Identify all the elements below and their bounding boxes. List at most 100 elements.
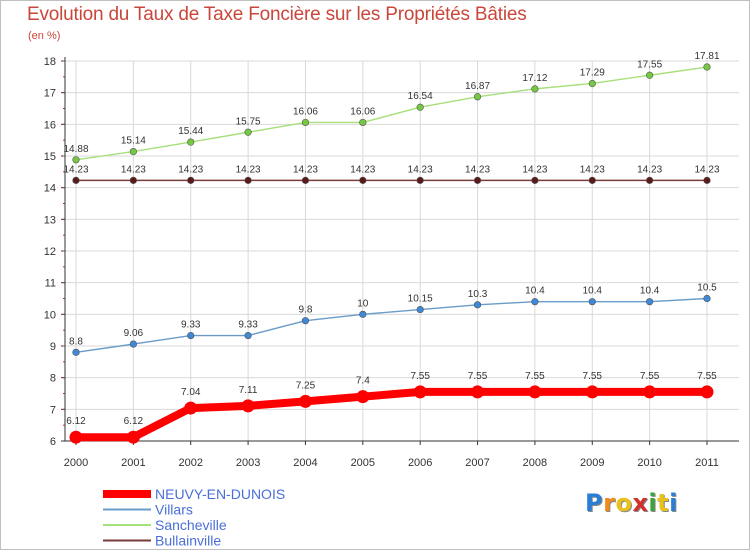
logo-letter: o <box>615 489 633 517</box>
data-point-villars <box>359 310 367 318</box>
data-point-sancheville <box>531 85 539 93</box>
logo-letter: i <box>648 489 658 517</box>
data-label-bullainville: 14.23 <box>637 164 662 175</box>
data-label-sancheville: 15.75 <box>236 116 261 127</box>
data-label-sancheville: 14.88 <box>63 144 88 155</box>
data-label-bullainville: 14.23 <box>408 164 433 175</box>
data-point-neuvy-en-dunois <box>298 394 312 408</box>
logo-letter: t <box>657 489 670 517</box>
data-point-neuvy-en-dunois <box>471 385 485 399</box>
data-point-villars <box>129 340 137 348</box>
data-label-layer: 6.12 6.12 7.04 7.11 7.25 7.4 7.55 7.55 7.55 7.55 7… <box>63 51 719 427</box>
y-tick-label: 9 <box>50 341 56 353</box>
data-label-bullainville: 14.23 <box>694 164 719 175</box>
data-point-sancheville <box>72 156 80 164</box>
series-line-neuvy-en-dunois <box>72 387 711 442</box>
series-layer <box>69 63 714 444</box>
data-point-bullainville <box>301 176 310 184</box>
data-point-bullainville <box>416 176 424 184</box>
data-point-villars <box>244 331 252 340</box>
data-label-villars: 10.4 <box>583 286 603 297</box>
data-label-bullainville: 14.23 <box>63 164 88 175</box>
x-tick-label: 2005 <box>351 457 375 469</box>
y-tick-label: 15 <box>44 151 56 163</box>
data-label-sancheville: 16.06 <box>350 106 375 117</box>
data-label-villars: 10.15 <box>408 294 433 305</box>
data-label-neuvy-en-dunois: 7.25 <box>296 380 316 391</box>
data-point-sancheville <box>301 118 310 127</box>
y-tick-label: 10 <box>44 309 56 321</box>
data-label-sancheville: 17.12 <box>522 73 547 84</box>
logo-letter: i <box>669 489 678 517</box>
data-label-villars: 10 <box>357 298 369 309</box>
data-point-neuvy-en-dunois <box>184 401 198 415</box>
data-label-neuvy-en-dunois: 7.55 <box>468 371 488 382</box>
data-point-villars <box>531 298 539 306</box>
y-tick-label: 12 <box>44 246 56 258</box>
logo-letter: r <box>603 489 616 517</box>
data-point-bullainville <box>473 176 482 184</box>
data-point-bullainville <box>531 176 539 184</box>
data-point-bullainville <box>703 176 711 184</box>
data-point-sancheville <box>703 63 711 71</box>
data-label-bullainville: 14.23 <box>522 164 547 175</box>
legend-label-sancheville: Sancheville <box>155 517 227 533</box>
data-label-villars: 10.4 <box>525 286 545 297</box>
data-point-neuvy-en-dunois <box>643 385 657 399</box>
data-label-neuvy-en-dunois: 7.04 <box>181 387 201 398</box>
data-label-bullainville: 14.23 <box>580 164 605 175</box>
data-label-neuvy-en-dunois: 7.11 <box>239 385 258 396</box>
chart-title: Evolution du Taux de Taxe Foncière sur l… <box>27 4 527 25</box>
data-label-bullainville: 14.23 <box>465 164 490 175</box>
data-label-sancheville: 15.14 <box>121 136 146 147</box>
data-point-sancheville <box>473 93 482 101</box>
series-line-sancheville <box>75 66 708 161</box>
data-label-sancheville: 16.54 <box>408 91 433 102</box>
logo-letter: P <box>585 489 604 517</box>
data-label-neuvy-en-dunois: 7.55 <box>410 371 430 382</box>
data-label-neuvy-en-dunois: 7.55 <box>583 371 603 382</box>
data-label-villars: 9.06 <box>124 328 144 339</box>
y-tick-label: 13 <box>44 214 56 226</box>
data-point-sancheville <box>129 147 137 156</box>
y-tick-label: 6 <box>50 436 56 448</box>
data-label-sancheville: 16.06 <box>293 106 318 117</box>
data-label-neuvy-en-dunois: 7.55 <box>525 371 545 382</box>
x-tick-label: 2006 <box>408 457 432 469</box>
x-tick-label: 2007 <box>465 457 489 469</box>
data-point-neuvy-en-dunois <box>413 385 427 399</box>
data-point-sancheville <box>244 128 252 136</box>
data-point-villars <box>703 294 711 303</box>
legend: NEUVY-EN-DUNOISVillarsSanchevilleBullain… <box>103 486 285 549</box>
data-point-bullainville <box>646 176 654 184</box>
x-tick-label: 2004 <box>293 457 317 469</box>
data-point-sancheville <box>588 79 596 88</box>
data-label-villars: 8.8 <box>69 336 83 347</box>
data-label-sancheville: 17.29 <box>580 67 605 78</box>
y-tick-label: 18 <box>44 56 56 68</box>
data-label-bullainville: 14.23 <box>350 164 375 175</box>
x-tick-label: 2002 <box>178 457 202 469</box>
y-tick-label: 14 <box>44 183 56 195</box>
y-axis-unit-label: (en %) <box>28 30 61 42</box>
data-label-bullainville: 14.23 <box>293 164 318 175</box>
data-label-villars: 9.33 <box>238 320 258 331</box>
data-label-villars: 10.4 <box>640 286 660 297</box>
legend-label-bullainville: Bullainville <box>155 533 221 549</box>
x-tick-label: 2001 <box>121 457 145 469</box>
data-point-neuvy-en-dunois <box>528 385 542 399</box>
data-point-villars <box>646 298 654 306</box>
axis-layer: 6 7 8 9 10 11 12 13 14 15 16 17 18 2000 2001 2002 2003 20… <box>44 56 739 469</box>
y-tick-label: 7 <box>50 404 56 416</box>
legend-label-neuvy-en-dunois: NEUVY-EN-DUNOIS <box>155 486 285 502</box>
data-label-villars: 9.8 <box>299 305 313 316</box>
data-point-villars <box>588 298 596 306</box>
data-point-neuvy-en-dunois <box>126 430 140 444</box>
x-tick-label: 2008 <box>523 457 547 469</box>
data-point-bullainville <box>588 176 596 184</box>
data-label-villars: 10.3 <box>468 289 488 300</box>
data-label-neuvy-en-dunois: 6.12 <box>66 416 86 427</box>
data-point-villars <box>187 331 195 340</box>
data-point-neuvy-en-dunois <box>585 385 599 399</box>
